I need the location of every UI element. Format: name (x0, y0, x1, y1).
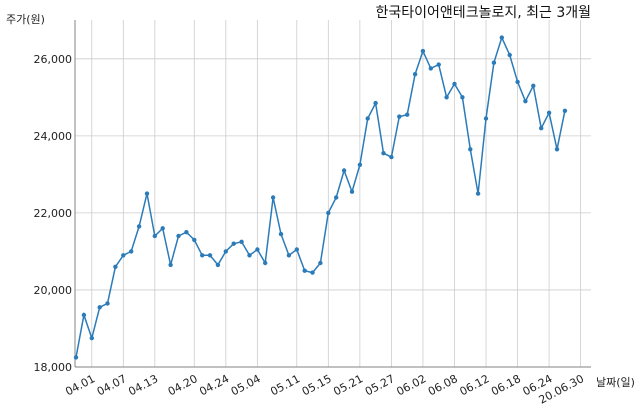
data-point (263, 260, 268, 266)
data-point (554, 147, 560, 152)
data-point (310, 270, 315, 275)
data-point (373, 100, 378, 106)
data-point (294, 247, 299, 252)
data-point (215, 262, 221, 268)
data-point (349, 189, 355, 194)
data-point (231, 241, 236, 246)
grid-lines (75, 20, 591, 368)
data-point (428, 66, 433, 71)
x-tick-label: 06.18 (489, 372, 523, 398)
data-point (255, 247, 260, 252)
data-point (160, 226, 165, 231)
data-point (460, 95, 465, 100)
y-tick-labels: 18,000 20,000 22,000 24,000 26,000 (34, 53, 73, 374)
data-point (192, 237, 197, 243)
data-point (176, 233, 181, 239)
x-tick-label: 05.27 (363, 372, 397, 398)
data-point (113, 264, 118, 269)
data-point (444, 95, 449, 100)
data-point (475, 191, 481, 196)
chart-title: 한국타이어앤테크놀로지, 최근 3개월 (376, 5, 591, 21)
data-point (136, 224, 142, 229)
x-tick-label: 05.11 (268, 372, 302, 398)
data-point (278, 231, 284, 237)
x-tick-label: 04.13 (126, 372, 160, 398)
data-point (531, 83, 536, 89)
x-tick-label: 04.07 (95, 372, 129, 398)
data-point (420, 48, 426, 54)
data-point (270, 195, 276, 200)
data-point (334, 195, 339, 200)
x-tick-label: 05.21 (331, 372, 365, 398)
price-series-points (73, 35, 568, 360)
data-point (397, 114, 402, 119)
data-point (121, 253, 126, 258)
data-point (523, 99, 528, 104)
data-point (389, 154, 394, 160)
data-point (436, 62, 441, 67)
x-tick-label: 06.02 (394, 372, 428, 398)
data-point (97, 305, 102, 310)
data-point (81, 312, 87, 318)
data-point (144, 191, 150, 196)
x-axis-label: 날짜(일) (596, 375, 635, 389)
data-point (412, 72, 418, 77)
data-point (207, 253, 213, 258)
data-point (539, 126, 544, 131)
data-point (483, 116, 489, 121)
data-point (318, 260, 323, 266)
data-point (223, 249, 228, 254)
data-point (152, 233, 157, 239)
data-point (405, 112, 410, 117)
y-tick-label: 26,000 (34, 53, 73, 66)
data-point (239, 239, 244, 244)
data-point (381, 151, 386, 156)
data-point (365, 116, 370, 121)
data-point (515, 79, 520, 85)
x-tick-label: 04.24 (197, 372, 231, 398)
price-series-line (75, 35, 566, 358)
data-point (452, 81, 457, 87)
data-point (168, 262, 173, 268)
x-tick-label: 06.08 (426, 372, 460, 398)
x-tick-label: 06.12 (458, 372, 492, 398)
data-point (184, 230, 189, 235)
x-tick-label: 04.01 (63, 372, 97, 398)
y-tick-label: 20,000 (34, 284, 73, 297)
y-axis-label: 주가(원) (6, 13, 45, 26)
data-point (341, 168, 347, 173)
data-point (491, 60, 497, 65)
data-point (499, 35, 504, 40)
y-tick-label: 22,000 (34, 207, 73, 220)
data-point (468, 147, 473, 152)
data-point (129, 249, 134, 254)
data-point (286, 253, 292, 258)
data-point (247, 253, 252, 258)
x-tick-label: 05.04 (229, 372, 263, 398)
data-point (302, 268, 307, 273)
data-point (200, 253, 205, 258)
x-tick-label: 05.15 (300, 372, 334, 398)
data-point (546, 110, 552, 116)
data-point (357, 162, 363, 167)
x-tick-label: 04.20 (166, 372, 200, 398)
data-point (326, 210, 331, 216)
y-tick-label: 24,000 (34, 130, 73, 143)
data-point (507, 52, 512, 58)
data-point (562, 108, 568, 114)
y-tick-label: 18,000 (34, 361, 73, 374)
data-point (89, 335, 95, 341)
data-point (105, 301, 110, 306)
data-point (73, 355, 79, 360)
